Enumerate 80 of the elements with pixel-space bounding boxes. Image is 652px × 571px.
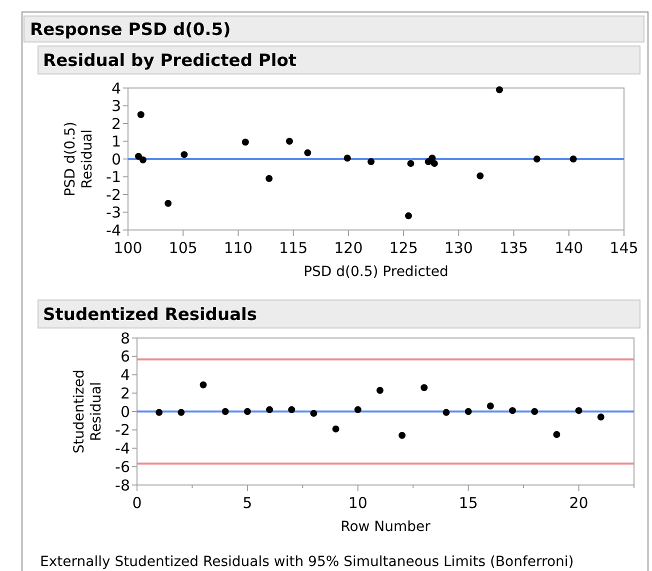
point: [496, 86, 503, 94]
chart-title: Residual by Predicted Plot: [43, 51, 297, 71]
point: [156, 408, 163, 416]
point: [376, 386, 384, 394]
point: [405, 212, 412, 220]
y-tick-label: -8: [115, 476, 130, 494]
x-tick-label: 130: [444, 239, 473, 257]
point: [222, 408, 229, 415]
y-tick-label: 1: [111, 132, 121, 150]
chart-title: Studentized Residuals: [43, 305, 257, 325]
point: [570, 156, 577, 162]
y-tick-label: 4: [120, 366, 130, 384]
point: [553, 430, 560, 438]
point: [368, 158, 375, 166]
text: Externally Studentized Residuals with 95% Simultaneous Limits (Bonferroni): [40, 554, 574, 570]
y-tick-label: 2: [120, 384, 130, 402]
point: [137, 111, 144, 118]
x-tick-label: 135: [499, 239, 528, 257]
point: [139, 156, 146, 164]
x-tick-label: 0: [132, 494, 142, 512]
y-tick-label: 0: [111, 150, 121, 168]
point: [304, 149, 312, 156]
y-tick-label: -1: [106, 168, 121, 186]
y-tick-label: 3: [111, 97, 121, 115]
point: [200, 381, 207, 388]
y-tick-label: 6: [120, 348, 130, 366]
point: [266, 175, 273, 182]
point: [344, 154, 351, 162]
point: [288, 406, 296, 414]
y-tick-label: -3: [106, 204, 121, 222]
x-tick-label: 105: [168, 239, 198, 257]
point: [354, 406, 362, 414]
x-tick-label: 125: [389, 239, 418, 257]
point: [575, 407, 582, 414]
point: [407, 160, 414, 167]
y-tick-label: -2: [106, 186, 121, 204]
point: [464, 408, 472, 415]
point: [332, 425, 340, 432]
point: [597, 414, 604, 421]
point: [242, 138, 249, 146]
point: [178, 408, 185, 416]
point: [266, 406, 274, 414]
point: [476, 172, 484, 180]
point: [533, 156, 540, 162]
y-tick-label: 0: [120, 402, 130, 421]
point: [486, 402, 494, 410]
point: [509, 407, 516, 414]
x-axis-title: PSD d(0.5) Predicted: [304, 264, 448, 280]
point: [164, 200, 172, 207]
x-tick-label: 20: [569, 494, 588, 512]
x-tick-label: 15: [458, 494, 478, 512]
y-axis-title: PSD d(0.5) Residual: [62, 122, 96, 196]
x-tick-label: 115: [279, 239, 308, 257]
point: [430, 160, 438, 167]
x-tick-label: 5: [242, 494, 252, 512]
text: Response PSD d(0.5): [30, 20, 231, 40]
point: [531, 408, 538, 415]
y-axis-title: Studentized Residual: [72, 370, 104, 454]
y-tick-label: -4: [106, 221, 121, 240]
point: [442, 408, 450, 416]
point: [180, 151, 188, 158]
point: [244, 408, 251, 415]
x-axis-title: Row Number: [340, 519, 431, 535]
x-tick-label: 145: [610, 239, 638, 257]
y-tick-label: -4: [115, 440, 130, 458]
point: [286, 138, 293, 145]
y-tick-label: 4: [111, 79, 121, 98]
x-tick-label: 100: [114, 239, 142, 257]
x-tick-label: 110: [224, 239, 253, 257]
x-tick-label: 140: [554, 239, 584, 257]
y-tick-label: -6: [115, 458, 130, 476]
point: [420, 384, 428, 392]
y-tick-label: 2: [111, 114, 121, 133]
point: [398, 432, 406, 439]
point: [310, 410, 318, 417]
point: [134, 152, 142, 160]
y-tick-label: -2: [115, 421, 130, 440]
x-tick-label: 120: [334, 239, 363, 257]
y-tick-label: 8: [120, 329, 130, 348]
x-tick-label: 10: [348, 494, 368, 512]
